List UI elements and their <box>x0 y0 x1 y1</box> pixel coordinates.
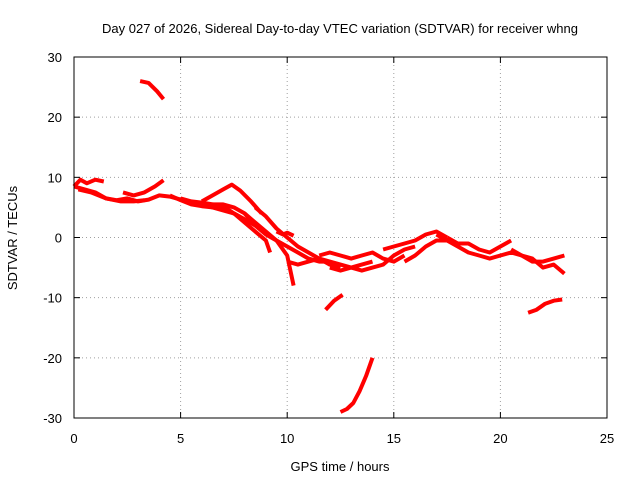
axes: 0 5 10 15 20 25 30 20 10 0 -10 -20 -30 <box>43 50 614 446</box>
data-series <box>72 79 566 414</box>
y-tick-label: -30 <box>43 411 62 426</box>
series-arc-5 <box>139 79 166 101</box>
series-arc-1 <box>72 177 105 188</box>
series-arc-15 <box>329 244 416 273</box>
y-tick-label: -20 <box>43 351 62 366</box>
y-tick-label: 10 <box>48 170 62 185</box>
series-arc-7 <box>180 196 272 254</box>
series-arc-19 <box>403 238 448 264</box>
series-arc-3 <box>77 187 145 204</box>
y-axis-label: SDTVAR / TECUs <box>5 185 20 290</box>
x-tick-label: 10 <box>280 431 294 446</box>
plot-frame <box>73 56 608 419</box>
series-arc-18 <box>382 229 449 252</box>
x-tick-label: 5 <box>177 431 184 446</box>
series-arc-23 <box>521 253 566 276</box>
series-arc-17 <box>339 357 375 414</box>
series-arc-12 <box>275 229 295 238</box>
series-arc-24 <box>527 297 563 315</box>
series-arc-13 <box>286 256 374 270</box>
x-axis-label: GPS time / hours <box>291 459 390 474</box>
grid <box>74 57 607 418</box>
y-tick-label: 0 <box>55 231 62 246</box>
x-tick-label: 15 <box>387 431 401 446</box>
x-tick-label: 25 <box>600 431 614 446</box>
y-tick-label: 30 <box>48 50 62 65</box>
x-tick-label: 0 <box>70 431 77 446</box>
x-tick-label: 20 <box>493 431 507 446</box>
series-arc-20 <box>435 232 523 261</box>
series-arc-22 <box>510 247 565 264</box>
y-tick-label: 20 <box>48 110 62 125</box>
y-tick-label: -10 <box>43 291 62 306</box>
series-arc-16 <box>324 293 344 312</box>
series-arc-4 <box>122 178 165 198</box>
series-arc-8 <box>200 182 264 215</box>
chart-title: Day 027 of 2026, Sidereal Day-to-day VTE… <box>102 21 578 36</box>
series-arc-21 <box>446 235 513 255</box>
